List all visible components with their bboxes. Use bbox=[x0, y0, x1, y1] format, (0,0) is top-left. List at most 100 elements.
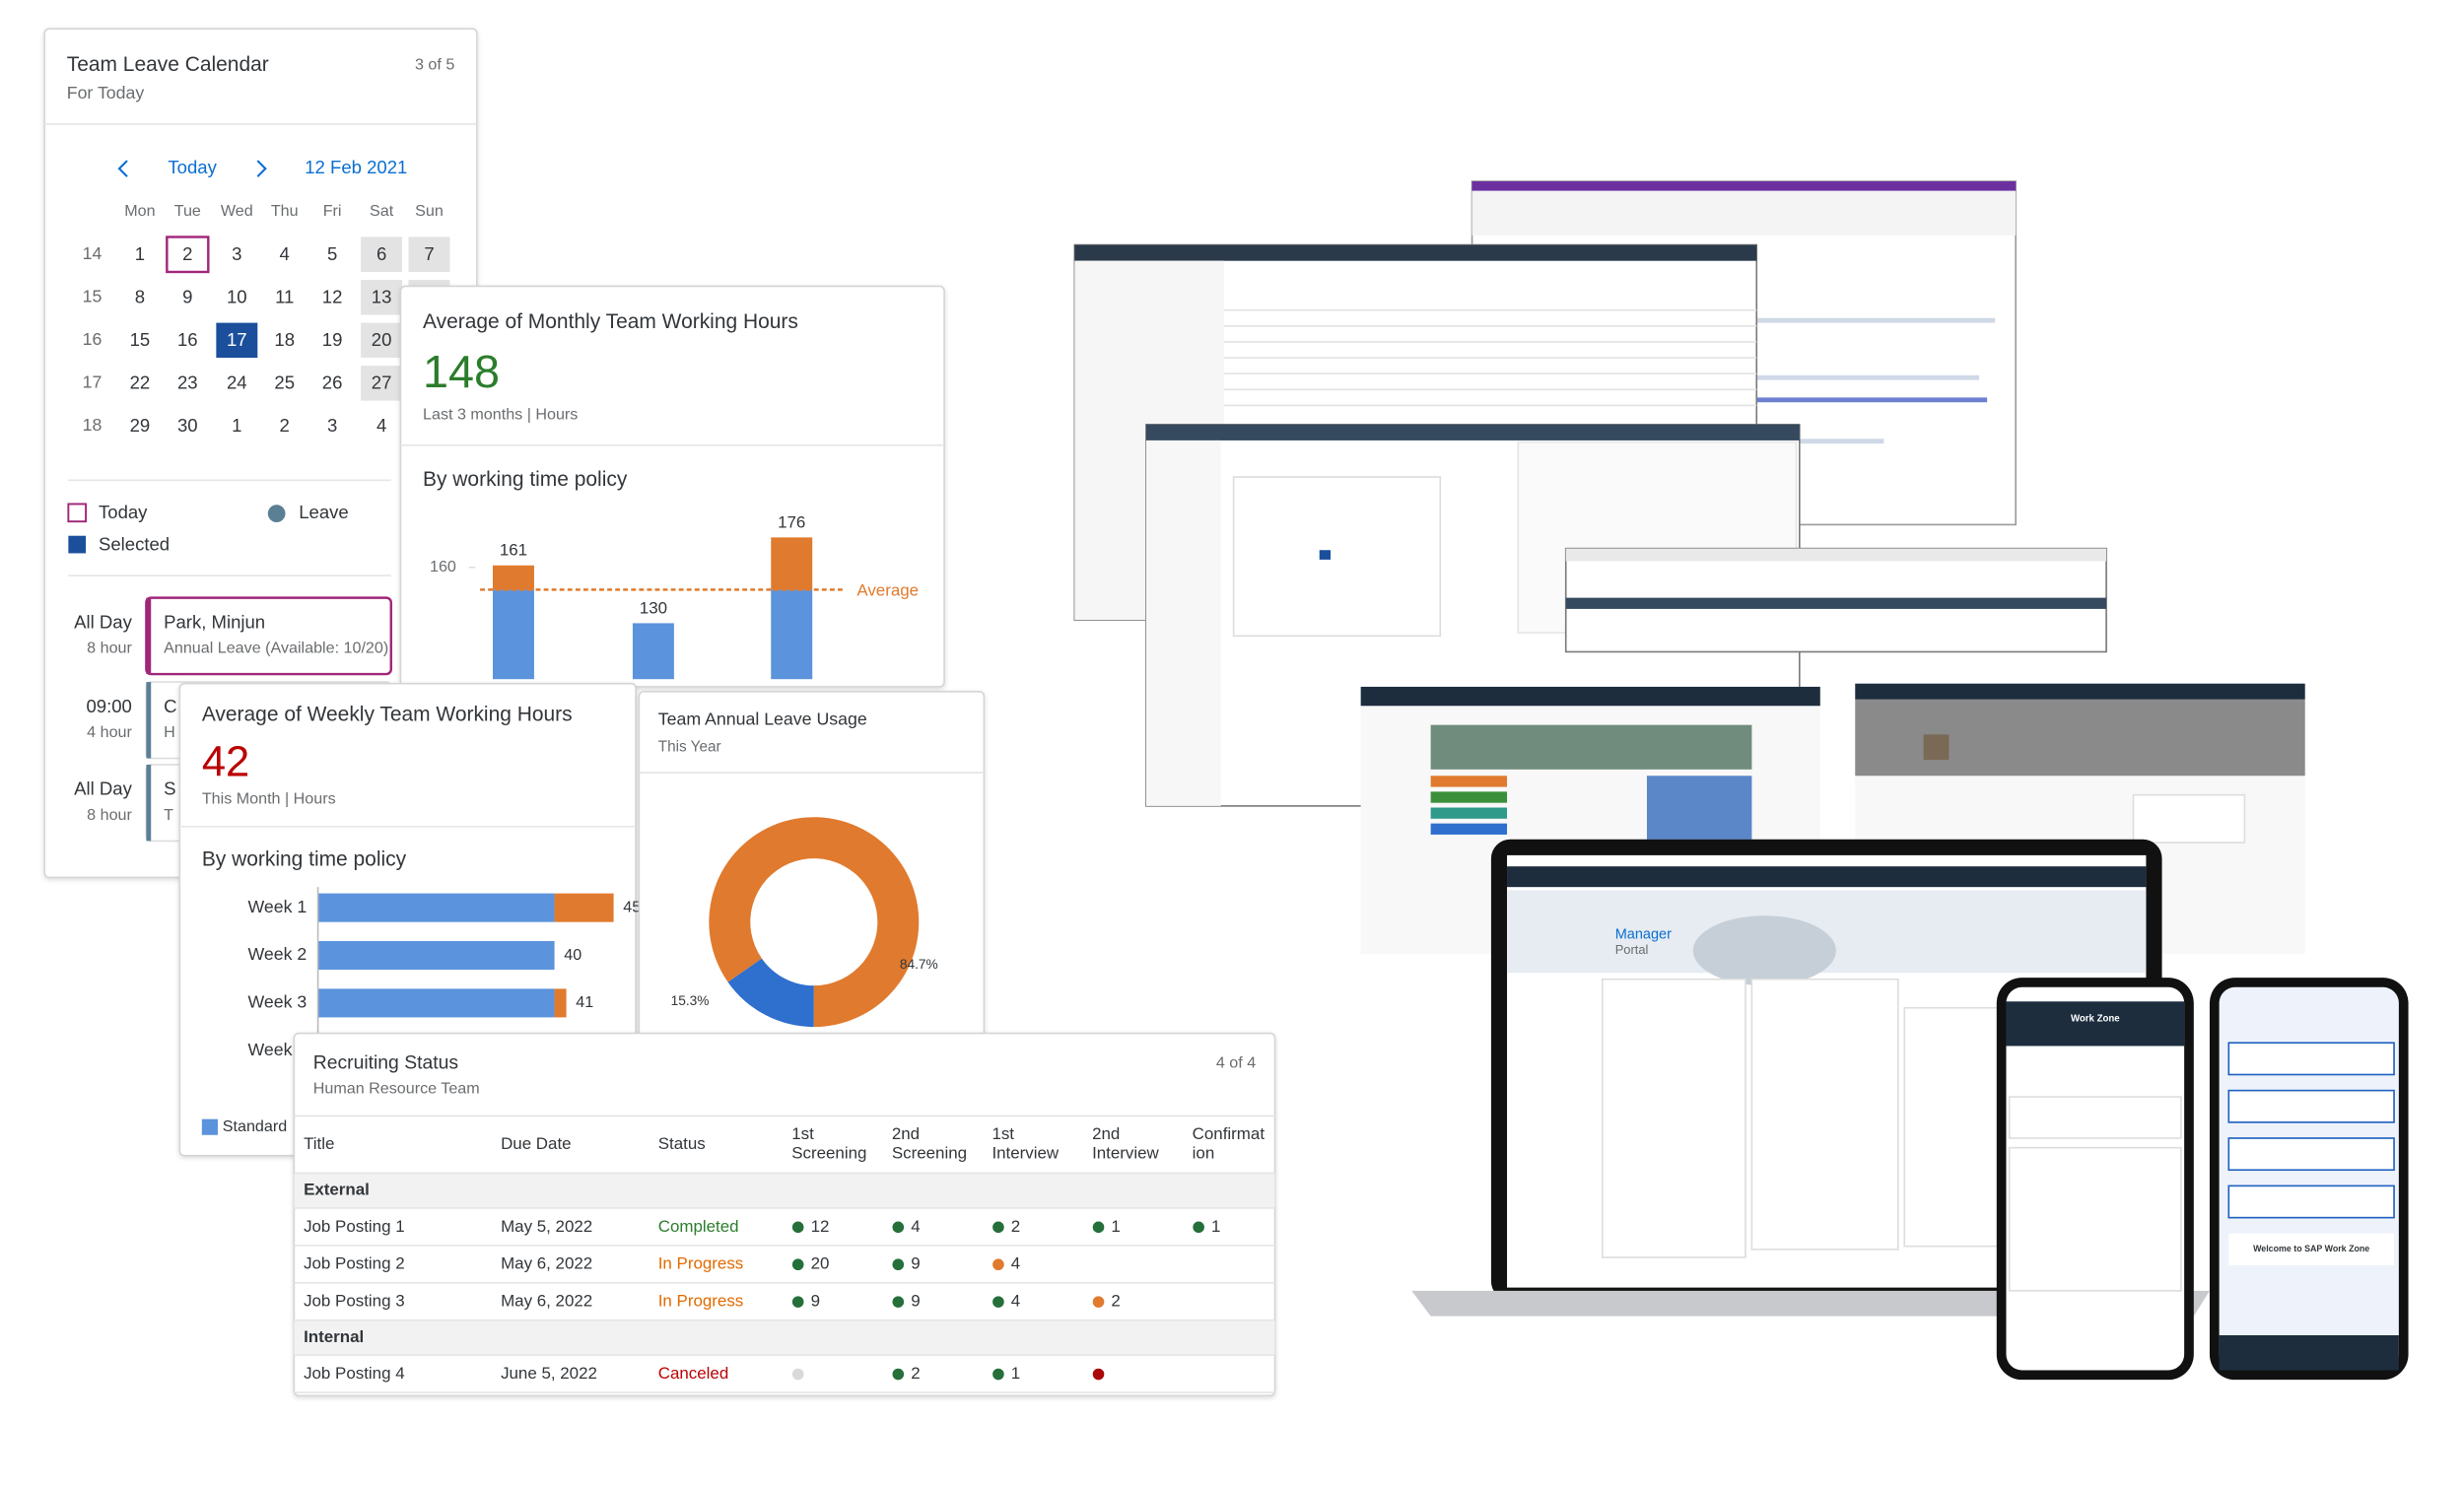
day-cell[interactable] bbox=[361, 280, 403, 315]
day-number: 8 bbox=[135, 286, 145, 306]
column-header: Due Date bbox=[501, 1134, 572, 1153]
day-cell[interactable] bbox=[167, 322, 209, 359]
day-cell[interactable] bbox=[118, 237, 161, 272]
week-number: 17 bbox=[83, 372, 103, 392]
day-cell[interactable] bbox=[361, 408, 403, 444]
prev-button[interactable] bbox=[117, 160, 128, 177]
day-cell[interactable] bbox=[263, 237, 306, 272]
weekday: Thu bbox=[271, 202, 299, 220]
window-bar bbox=[1145, 424, 1800, 440]
day-cell[interactable] bbox=[166, 236, 210, 274]
appointment-title: S bbox=[164, 778, 175, 799]
day-number: 16 bbox=[177, 329, 198, 350]
stage-count: 1 bbox=[1211, 1217, 1220, 1236]
chart-title: By working time policy bbox=[202, 847, 407, 870]
card-subtitle: This Year bbox=[658, 738, 721, 755]
day-cell[interactable] bbox=[361, 237, 403, 272]
hero-image bbox=[1430, 724, 1752, 770]
hr-tile bbox=[1923, 734, 1950, 761]
day-cell[interactable] bbox=[118, 366, 161, 401]
day-cell[interactable] bbox=[216, 408, 258, 444]
nav-bar bbox=[1855, 683, 2305, 700]
card-title: Recruiting Status bbox=[313, 1051, 458, 1073]
day-cell[interactable] bbox=[216, 237, 258, 272]
appointment-bar bbox=[146, 682, 152, 759]
appointment-bar bbox=[146, 597, 152, 675]
day-cell[interactable] bbox=[311, 322, 354, 359]
day-cell[interactable] bbox=[311, 408, 354, 444]
stage-dot bbox=[992, 1258, 1004, 1271]
cell-status: In Progress bbox=[658, 1292, 744, 1311]
appointment-duration: 4 hour bbox=[87, 723, 132, 741]
stage-dot bbox=[791, 1258, 804, 1271]
stage-dot bbox=[892, 1368, 905, 1381]
legend-swatch bbox=[201, 1118, 218, 1135]
day-cell[interactable] bbox=[118, 322, 161, 359]
card-pager: 4 of 4 bbox=[1216, 1053, 1256, 1071]
portal-title: Portal bbox=[1615, 942, 1649, 957]
legend-today bbox=[67, 503, 88, 523]
average-label: Average bbox=[856, 580, 919, 599]
bar-label: 130 bbox=[640, 598, 667, 617]
recruiting-card: Recruiting Status Human Resource Team 4 of… bbox=[293, 1032, 1276, 1397]
stage-count: 20 bbox=[811, 1254, 830, 1273]
phone-title: Work Zone bbox=[2071, 1014, 2120, 1025]
week-number: 18 bbox=[83, 415, 103, 435]
mini-card bbox=[1232, 476, 1442, 638]
day-cell[interactable] bbox=[167, 280, 209, 315]
day-cell[interactable] bbox=[263, 280, 306, 315]
day-number: 15 bbox=[130, 329, 151, 350]
day-cell[interactable] bbox=[311, 366, 354, 401]
phone-tabbar bbox=[2219, 1335, 2399, 1371]
day-cell[interactable] bbox=[408, 237, 450, 272]
leave-calendar-card: Team Leave Calendar For Today 3 of 5 Today 1… bbox=[43, 28, 478, 879]
date-button[interactable]: 12 Feb 2021 bbox=[305, 157, 407, 177]
stage-dot bbox=[892, 1296, 905, 1308]
day-number: 25 bbox=[274, 372, 295, 393]
hero-image bbox=[1855, 699, 2305, 777]
column-header: Interview bbox=[992, 1144, 1059, 1163]
day-cell[interactable] bbox=[216, 280, 258, 315]
day-number: 9 bbox=[182, 286, 192, 306]
week-number: 14 bbox=[83, 243, 103, 263]
day-number: 12 bbox=[322, 286, 343, 306]
card-bg bbox=[293, 1032, 1276, 1397]
today-button[interactable]: Today bbox=[168, 157, 217, 177]
chart-title: By working time policy bbox=[423, 468, 628, 491]
legend-leave bbox=[267, 505, 286, 522]
card-subtitle: Human Resource Team bbox=[313, 1079, 480, 1097]
day-cell[interactable] bbox=[263, 408, 306, 444]
cell-status: Canceled bbox=[658, 1364, 729, 1383]
stage-count: 2 bbox=[1111, 1292, 1120, 1311]
day-number: 5 bbox=[327, 243, 337, 264]
bar-label: 45 bbox=[623, 898, 641, 915]
day-cell[interactable] bbox=[167, 366, 209, 401]
day-cell[interactable] bbox=[311, 237, 354, 272]
legend-label: Selected bbox=[99, 533, 170, 554]
column-header: 2nd bbox=[892, 1124, 920, 1143]
day-cell[interactable] bbox=[118, 280, 161, 315]
cell-due: May 6, 2022 bbox=[501, 1254, 592, 1273]
group-row bbox=[294, 1173, 1275, 1208]
day-number: 20 bbox=[372, 329, 392, 350]
phone-card bbox=[2008, 1146, 2182, 1292]
day-cell[interactable] bbox=[361, 366, 403, 401]
day-cell[interactable] bbox=[361, 322, 403, 359]
day-cell[interactable] bbox=[263, 366, 306, 401]
day-number: 2 bbox=[280, 415, 290, 436]
day-cell[interactable] bbox=[167, 408, 209, 444]
text-line bbox=[1756, 397, 1988, 403]
next-button[interactable] bbox=[256, 160, 267, 177]
appointment-time: All Day bbox=[74, 778, 132, 799]
card-title: Team Annual Leave Usage bbox=[658, 709, 867, 728]
stage-count: 1 bbox=[1111, 1217, 1120, 1236]
day-cell[interactable] bbox=[263, 322, 306, 359]
day-cell[interactable] bbox=[216, 366, 258, 401]
day-cell[interactable] bbox=[311, 280, 354, 315]
phone-header bbox=[2006, 1001, 2185, 1047]
day-cell[interactable] bbox=[118, 408, 161, 444]
day-cell[interactable] bbox=[216, 322, 258, 359]
appointment[interactable] bbox=[145, 596, 392, 676]
column-header: Title bbox=[304, 1134, 334, 1153]
